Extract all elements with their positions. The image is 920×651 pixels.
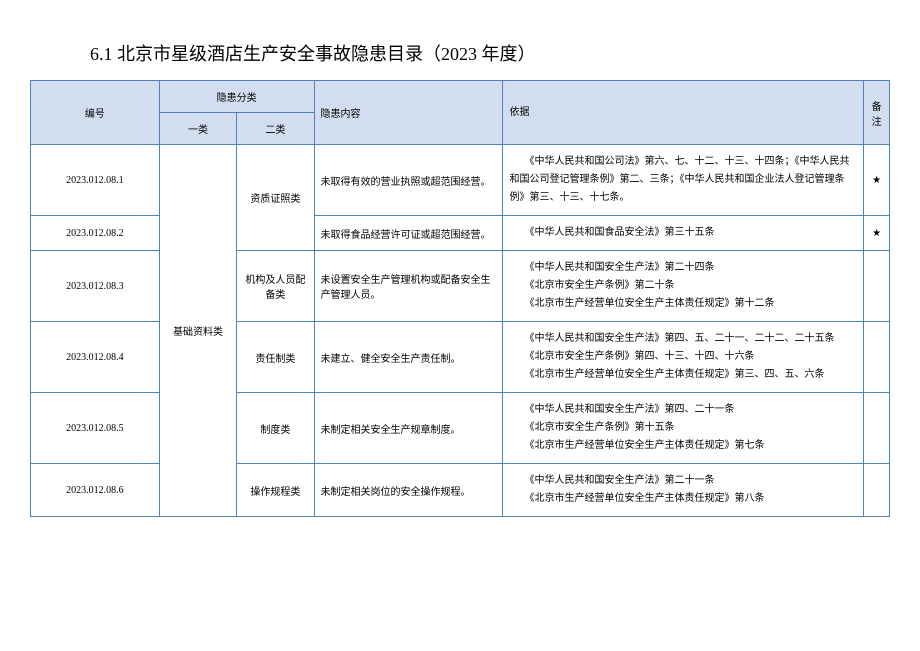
- cell-cat2: 机构及人员配备类: [237, 251, 314, 322]
- cell-cat2: 责任制类: [237, 322, 314, 393]
- cell-basis: 《中华人民共和国安全生产法》第四、五、二十一、二十二、二十五条 《北京市安全生产…: [503, 322, 864, 393]
- header-row-1: 编号 隐患分类 隐患内容 依据 备注: [31, 81, 890, 113]
- cell-desc: 未制定相关安全生产规章制度。: [314, 393, 503, 464]
- cell-note: ★: [864, 216, 890, 251]
- th-desc: 隐患内容: [314, 81, 503, 145]
- cell-id: 2023.012.08.5: [31, 393, 160, 464]
- cell-basis: 《中华人民共和国安全生产法》第二十一条 《北京市生产经营单位安全生产主体责任规定…: [503, 464, 864, 517]
- cell-note: ★: [864, 145, 890, 216]
- cell-basis: 《中华人民共和国安全生产法》第二十四条 《北京市安全生产条例》第二十条 《北京市…: [503, 251, 864, 322]
- cell-desc: 未建立、健全安全生产责任制。: [314, 322, 503, 393]
- th-note: 备注: [864, 81, 890, 145]
- th-cat1: 一类: [159, 113, 236, 145]
- cell-note: [864, 393, 890, 464]
- table-row: 2023.012.08.1基础资料类资质证照类未取得有效的营业执照或超范围经营。…: [31, 145, 890, 216]
- cell-id: 2023.012.08.4: [31, 322, 160, 393]
- cell-basis: 《中华人民共和国食品安全法》第三十五条: [503, 216, 864, 251]
- cell-id: 2023.012.08.3: [31, 251, 160, 322]
- cell-cat1: 基础资料类: [159, 145, 236, 517]
- cell-desc: 未取得有效的营业执照或超范围经营。: [314, 145, 503, 216]
- cell-cat2: 操作规程类: [237, 464, 314, 517]
- cell-desc: 未取得食品经营许可证或超范围经营。: [314, 216, 503, 251]
- cell-note: [864, 322, 890, 393]
- cell-note: [864, 251, 890, 322]
- th-cat2: 二类: [237, 113, 314, 145]
- cell-id: 2023.012.08.6: [31, 464, 160, 517]
- cell-cat2: 资质证照类: [237, 145, 314, 251]
- th-id: 编号: [31, 81, 160, 145]
- th-cat: 隐患分类: [159, 81, 314, 113]
- cell-id: 2023.012.08.1: [31, 145, 160, 216]
- cell-cat2: 制度类: [237, 393, 314, 464]
- cell-note: [864, 464, 890, 517]
- hazard-table: 编号 隐患分类 隐患内容 依据 备注 一类 二类 2023.012.08.1基础…: [30, 80, 890, 517]
- cell-id: 2023.012.08.2: [31, 216, 160, 251]
- cell-basis: 《中华人民共和国公司法》第六、七、十二、十三、十四条；《中华人民共和国公司登记管…: [503, 145, 864, 216]
- table-body: 2023.012.08.1基础资料类资质证照类未取得有效的营业执照或超范围经营。…: [31, 145, 890, 517]
- cell-desc: 未制定相关岗位的安全操作规程。: [314, 464, 503, 517]
- th-basis: 依据: [503, 81, 864, 145]
- cell-basis: 《中华人民共和国安全生产法》第四、二十一条 《北京市安全生产条例》第十五条 《北…: [503, 393, 864, 464]
- cell-desc: 未设置安全生产管理机构或配备安全生产管理人员。: [314, 251, 503, 322]
- page-title: 6.1 北京市星级酒店生产安全事故隐患目录（2023 年度）: [90, 40, 890, 66]
